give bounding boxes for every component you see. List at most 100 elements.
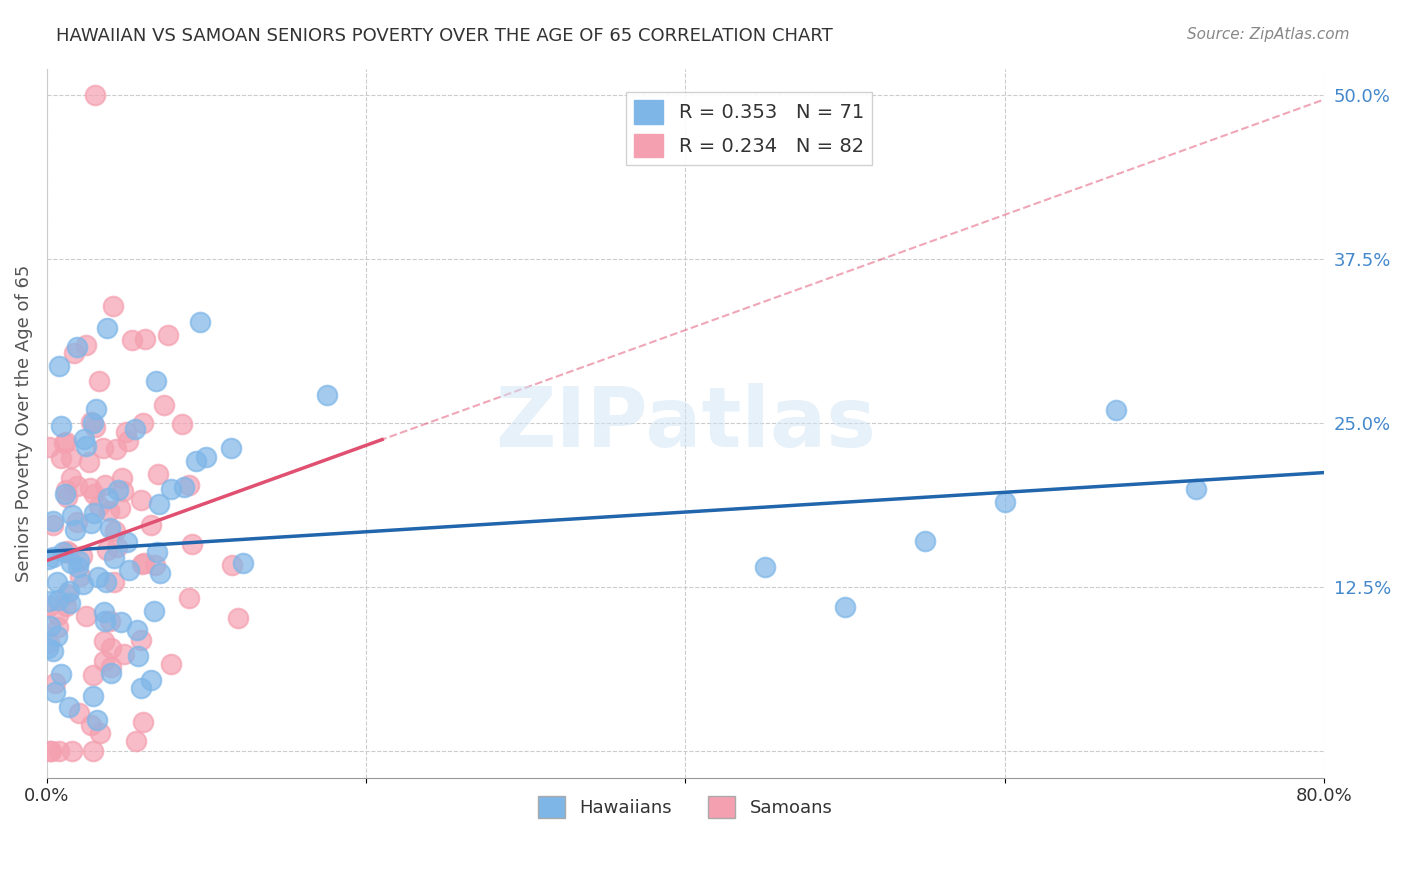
Point (125, 623, 148, 637)
Point (46, 574, 69, 589)
Point (46, 620, 69, 634)
Point (45, 629, 67, 643)
Text: ZIPatlas: ZIPatlas (495, 383, 876, 464)
Point (58, 700, 80, 714)
Point (55, 599, 77, 614)
Point (96, 321, 118, 335)
Point (42, 644, 65, 658)
Point (69, 569, 91, 583)
Point (75, 338, 97, 352)
Point (49, 419, 72, 434)
Point (56, 543, 79, 558)
Point (98, 521, 121, 535)
Point (145, 374, 167, 388)
Point (754, 560, 776, 574)
Point (184, 454, 207, 468)
Point (97, 504, 120, 518)
Point (316, 388, 339, 402)
Point (87, 374, 110, 388)
Point (152, 398, 174, 412)
Point (117, 563, 139, 577)
Point (42, 514, 65, 528)
Point (44, 685, 66, 699)
Point (93, 605, 115, 619)
Point (93, 634, 115, 648)
Point (80, 415, 103, 429)
Point (39, 744, 62, 758)
Point (94, 574, 117, 589)
Point (104, 442, 127, 457)
Point (87, 500, 110, 514)
Point (141, 673, 163, 687)
Point (111, 484, 134, 499)
Point (38, 594, 60, 608)
Point (83, 507, 105, 521)
Point (46, 608, 69, 623)
Point (100, 640, 122, 655)
Point (177, 591, 200, 605)
Point (66, 559, 89, 574)
Point (48, 359, 70, 373)
Point (52, 545, 75, 559)
Point (219, 441, 242, 455)
Point (111, 471, 134, 485)
Point (103, 551, 125, 566)
Y-axis label: Seniors Poverty Over the Age of 65: Seniors Poverty Over the Age of 65 (15, 264, 32, 582)
Point (60, 508, 83, 522)
Point (115, 535, 138, 549)
Point (59, 450, 82, 465)
Point (143, 558, 166, 572)
Point (60, 556, 83, 570)
Point (105, 540, 128, 554)
Point (75, 608, 97, 623)
Point (77, 455, 100, 469)
Point (39, 619, 62, 633)
Point (38, 599, 60, 614)
Point (56, 491, 79, 505)
Point (121, 334, 143, 348)
Point (63, 523, 86, 537)
Point (108, 500, 131, 515)
Point (38, 440, 60, 454)
Point (142, 604, 165, 618)
Point (103, 299, 125, 313)
Point (157, 327, 180, 342)
Point (100, 665, 122, 680)
Point (58, 546, 80, 560)
Point (84, 401, 107, 416)
Point (221, 558, 243, 573)
Point (177, 478, 200, 492)
Point (110, 615, 132, 629)
Point (94, 615, 117, 629)
Point (98, 614, 121, 628)
Point (188, 314, 211, 328)
Point (914, 534, 936, 549)
Point (232, 556, 254, 570)
Point (37, 641, 59, 656)
Point (89, 726, 111, 740)
Point (834, 599, 856, 614)
Point (96, 543, 118, 558)
Point (148, 467, 170, 481)
Point (134, 332, 156, 346)
Point (82, 690, 104, 704)
Point (60, 471, 83, 485)
Point (100, 659, 122, 673)
Point (59, 596, 82, 610)
Point (83, 420, 105, 434)
Point (44, 676, 66, 690)
Point (112, 648, 135, 662)
Point (80, 516, 103, 530)
Point (73, 433, 96, 447)
Point (72, 577, 94, 591)
Point (55, 483, 77, 498)
Point (160, 483, 183, 497)
Point (107, 483, 129, 497)
Point (41, 518, 63, 533)
Point (195, 450, 218, 464)
Point (66, 340, 89, 354)
Point (82, 416, 104, 430)
Point (1105, 403, 1128, 417)
Point (129, 633, 152, 648)
Point (83, 487, 105, 501)
